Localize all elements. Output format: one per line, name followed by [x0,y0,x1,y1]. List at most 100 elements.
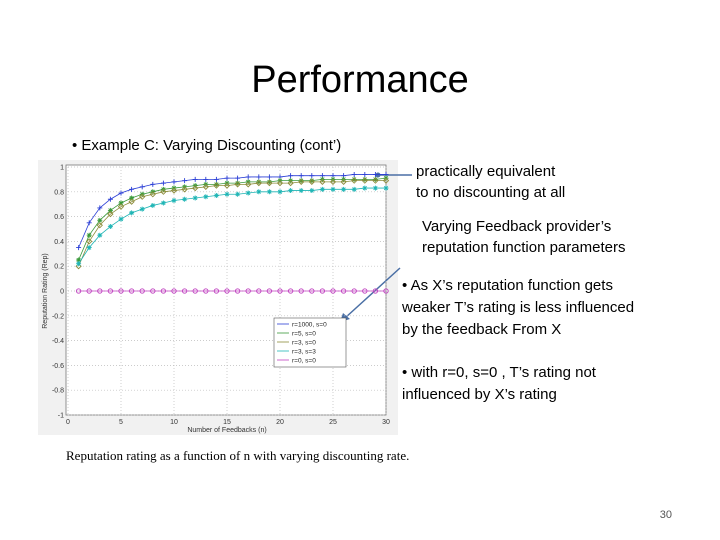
marker [256,288,262,294]
marker [107,210,114,218]
y-tick-label: -0.8 [52,388,64,395]
marker [97,205,103,211]
marker [107,207,113,213]
marker [128,288,135,294]
marker [372,288,379,294]
marker [213,176,219,182]
marker [330,288,336,294]
marker [86,220,92,226]
x-axis-label: Number of Feedbacks (n) [187,427,266,434]
marker [181,288,188,294]
marker [372,177,379,184]
marker [255,179,262,187]
marker [171,288,177,294]
x-tick-label: 30 [382,419,390,426]
y-tick-label: 0.2 [54,264,64,271]
slide-title: Performance [251,59,469,101]
marker [256,174,262,180]
marker [351,177,358,184]
marker [245,288,251,294]
x-tick-label: 5 [119,419,123,426]
marker [76,245,82,251]
marker [118,190,124,196]
marker [139,288,145,294]
marker [192,195,198,201]
marker [150,202,156,208]
y-tick-label: 0.6 [54,214,64,221]
marker [129,195,135,201]
x-tick-label: 0 [66,419,70,426]
marker [351,171,357,177]
marker [118,200,124,206]
marker [223,182,231,189]
marker [245,174,251,180]
marker [256,179,262,185]
marker [362,185,368,191]
marker [383,185,389,191]
marker [308,178,315,186]
marker [76,257,82,263]
y-tick-label: 0 [60,289,64,296]
marker [203,194,209,200]
marker [224,288,230,294]
text-line: by the feedback From X [402,321,561,338]
page-number: 30 [660,509,672,521]
marker [182,196,188,202]
marker [107,288,114,294]
marker [361,177,368,184]
marker [97,217,103,223]
marker [192,176,198,182]
marker [76,261,82,267]
marker [97,288,103,294]
marker [351,186,357,192]
plot-area [65,164,387,416]
marker [224,175,230,181]
marker [160,288,167,294]
marker [213,181,219,187]
text-line: • with r=0, s=0 , T’s rating not [402,364,597,381]
marker [235,175,241,181]
marker [96,222,103,229]
marker [224,191,230,197]
marker [129,186,135,192]
marker [309,288,315,294]
marker [139,193,146,200]
x-tick-label: 10 [170,419,178,426]
marker [160,200,166,206]
marker [129,210,135,216]
marker [160,188,167,195]
x-tick-label: 20 [276,419,284,426]
marker [298,178,305,186]
marker [97,232,103,238]
marker [245,181,252,188]
marker [235,191,241,197]
marker [288,173,294,179]
marker [86,288,92,294]
marker [192,288,198,294]
marker [319,186,325,192]
marker [266,189,272,195]
marker [309,173,315,179]
marker [75,288,82,294]
marker [203,288,209,294]
marker [118,288,124,294]
marker [266,174,272,180]
marker [171,179,177,185]
marker [288,188,294,194]
legend-label: r=3, s=3 [292,348,316,355]
marker [149,191,156,198]
marker [266,179,272,185]
marker [213,182,220,189]
marker [330,186,336,192]
text-line: influenced by X’s rating [402,386,557,403]
marker [171,197,177,203]
marker [86,245,92,251]
marker [107,224,113,230]
marker [213,193,219,199]
marker [86,238,93,245]
marker [362,176,368,182]
x-tick-label: 15 [223,419,231,426]
text-line: weaker T’s rating is less influenced [401,299,634,316]
marker [277,189,283,195]
marker [372,176,378,182]
